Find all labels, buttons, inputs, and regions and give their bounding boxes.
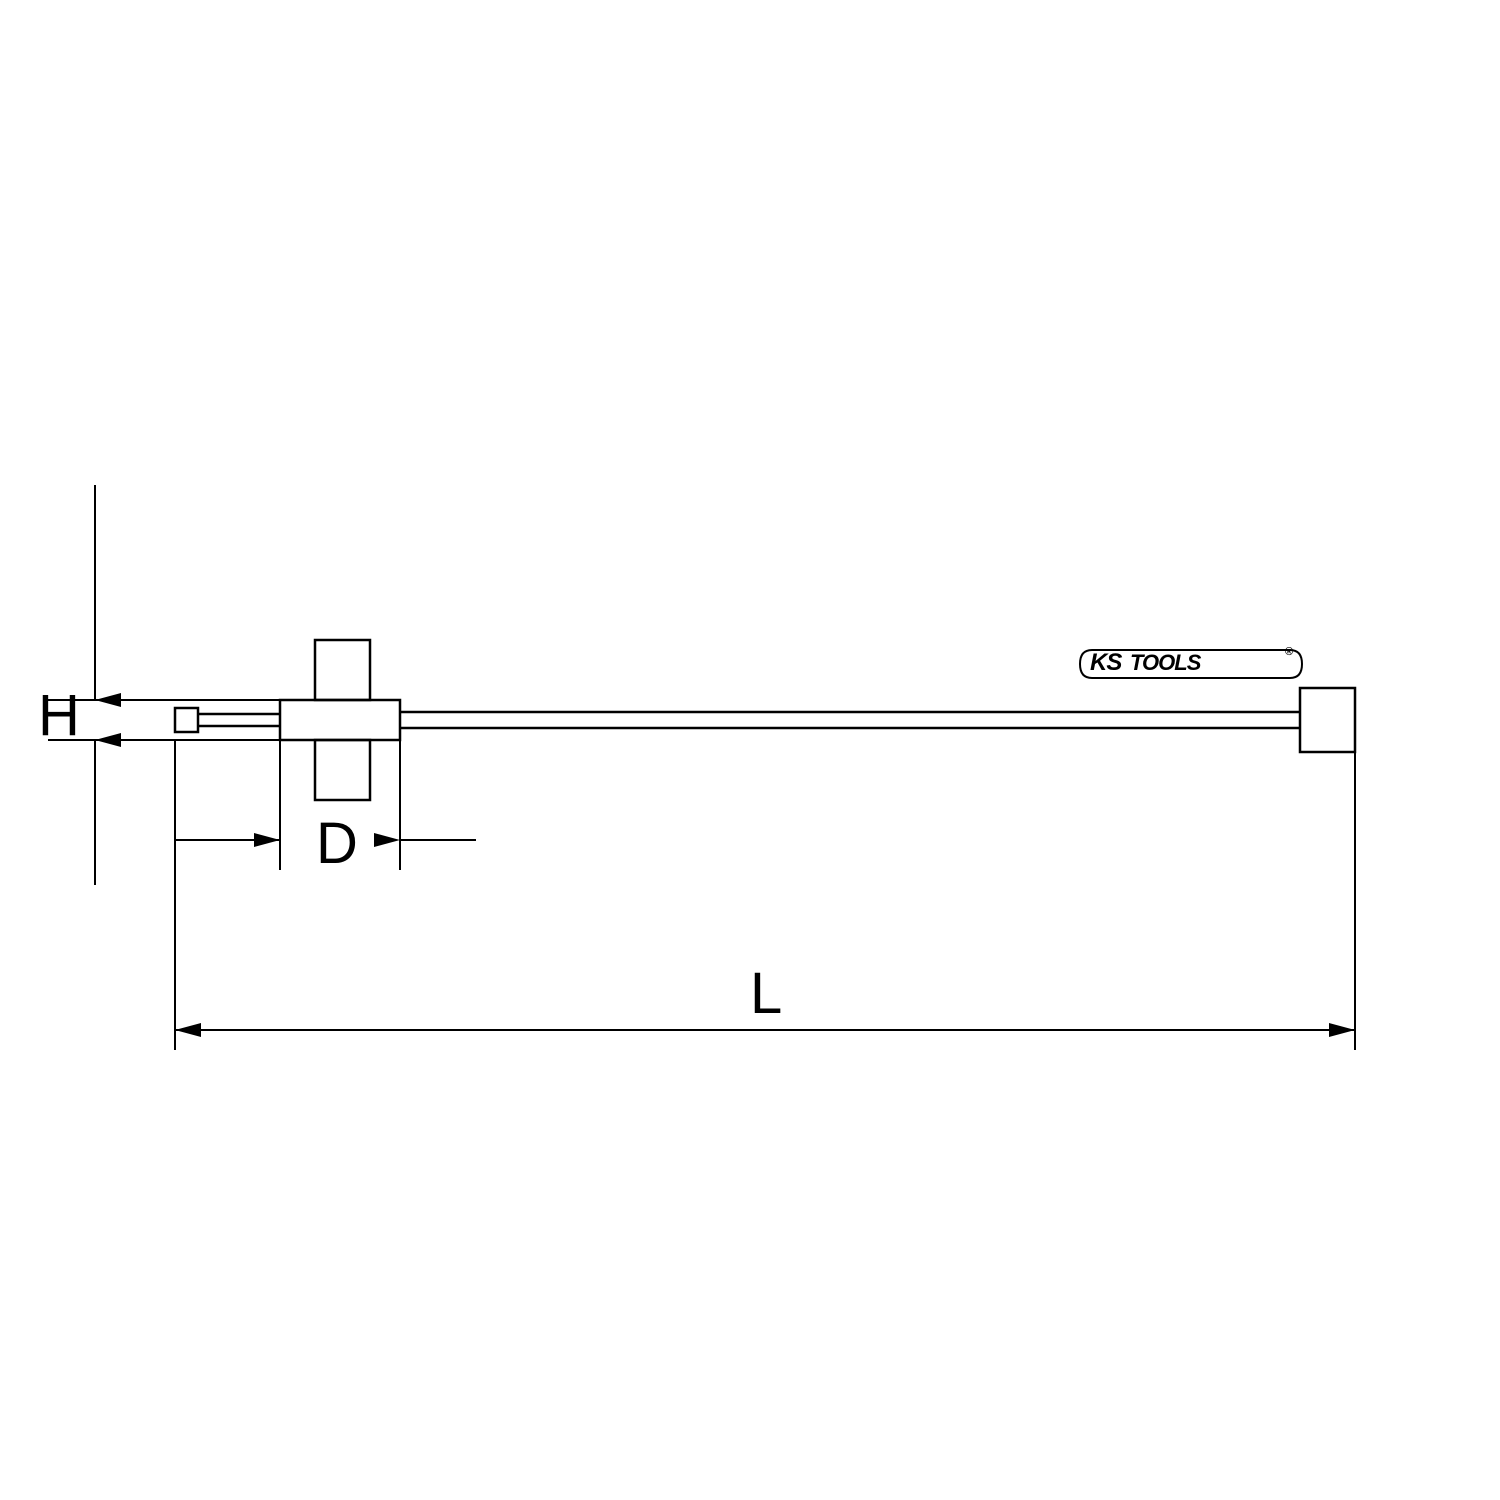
technical-drawing: H D L KS TOOLS ®: [0, 0, 1500, 1500]
dimension-H: [48, 485, 280, 885]
logo-reg: ®: [1285, 646, 1292, 658]
label-D: D: [316, 810, 358, 877]
label-H: H: [38, 682, 80, 749]
label-L: L: [750, 960, 782, 1027]
logo-tools: TOOLS: [1130, 650, 1200, 676]
logo-ks: KS: [1090, 649, 1121, 677]
drawing-svg: [0, 0, 1500, 1500]
